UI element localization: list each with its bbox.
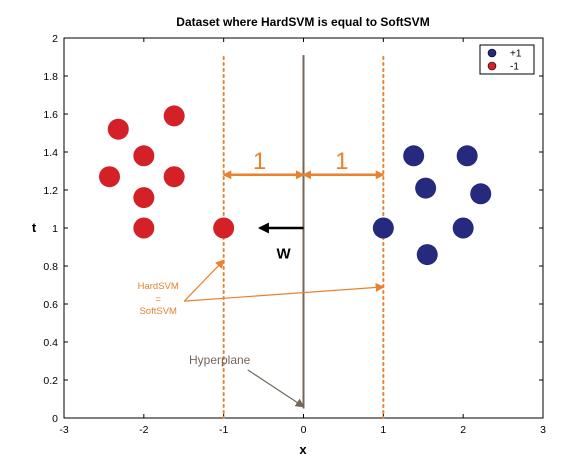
softsvm-label: SoftSVM: [139, 306, 177, 317]
legend: +1-1: [479, 44, 535, 75]
y-tick-label: 1.2: [43, 185, 58, 197]
hardsvm-label: HardSVM: [138, 281, 179, 292]
data-point: [99, 166, 121, 188]
x-tick-label: 1: [380, 424, 386, 436]
y-tick-label: 2: [52, 33, 58, 45]
equals-label: =: [155, 294, 161, 305]
y-axis-label: t: [32, 220, 37, 235]
legend-marker: [487, 48, 497, 58]
x-tick-label: 3: [540, 424, 546, 436]
x-tick-label: 0: [301, 424, 307, 436]
axes: -3 -2 -1 0 1 2 3 0 0.2 0.4 0.6 0.8 1 1.2 1.4 1.6 1.8 2: [43, 33, 546, 436]
legend-label: -1: [510, 62, 519, 73]
hardsvm-pointer-arrow: [184, 282, 385, 302]
data-point: [470, 183, 492, 205]
y-tick-label: 0: [52, 413, 58, 425]
legend-marker: [487, 61, 497, 71]
w-vector-label: W: [276, 245, 291, 262]
data-point: [133, 217, 155, 239]
y-tick-label: 0.2: [43, 375, 58, 387]
margin-label-right: 1: [335, 148, 348, 175]
x-tick-label: -2: [139, 424, 148, 436]
hyperplane-label: Hyperplane: [189, 353, 251, 367]
y-tick-label: 1.6: [43, 109, 58, 121]
data-point: [416, 244, 438, 266]
hardsvm-pointer-arrow: [183, 259, 225, 302]
y-tick-label: 1.8: [43, 71, 58, 83]
x-tick-label: -3: [59, 424, 68, 436]
y-tick-label: 0.8: [43, 261, 58, 273]
y-tick-label: 0.4: [43, 337, 58, 349]
data-point: [403, 145, 425, 167]
chart-title: Dataset where HardSVM is equal to SoftSV…: [176, 15, 429, 29]
y-tick-label: 1.4: [43, 147, 58, 159]
data-point: [456, 145, 478, 167]
data-point: [107, 118, 129, 140]
data-point: [452, 217, 474, 239]
legend-box: [479, 44, 535, 75]
hyperplane-pointer-arrow: [247, 369, 305, 408]
legend-label: +1: [510, 49, 522, 60]
x-tick-label: 2: [460, 424, 466, 436]
x-axis-label: x: [299, 442, 307, 457]
data-points: [99, 105, 492, 266]
annotations: W HardSVM =SoftSVM Hyperplane: [138, 222, 385, 408]
data-point: [415, 177, 437, 199]
margin-label-left: 1: [253, 148, 266, 175]
data-point: [163, 166, 185, 188]
x-tick-label: -1: [219, 424, 228, 436]
data-point: [372, 217, 394, 239]
data-point: [213, 217, 235, 239]
data-point: [133, 187, 155, 209]
y-tick-label: 1: [52, 223, 58, 235]
data-point: [163, 105, 185, 127]
y-tick-label: 0.6: [43, 299, 58, 311]
data-point: [133, 145, 155, 167]
